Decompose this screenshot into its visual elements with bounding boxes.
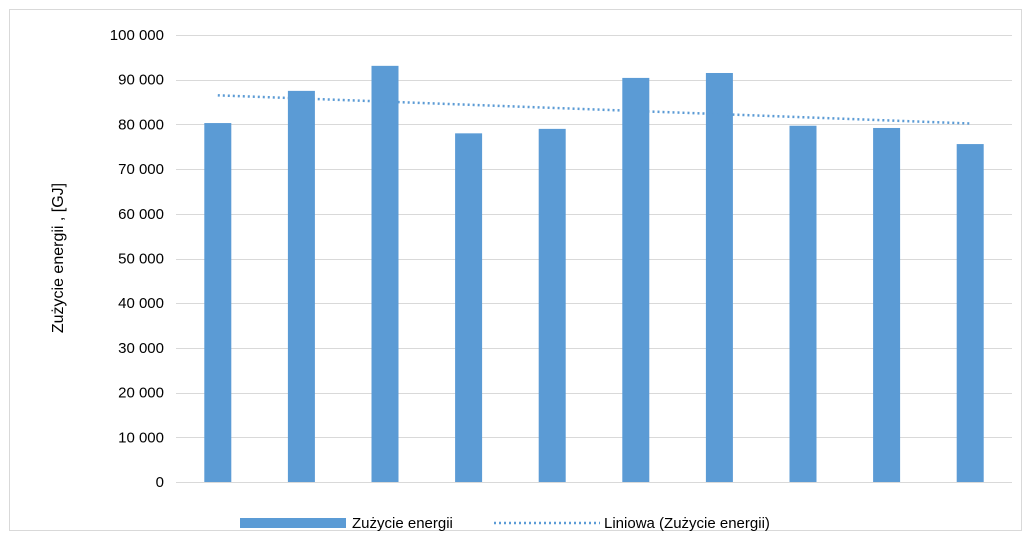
- bar: [789, 125, 817, 482]
- y-tick-label: 0: [156, 474, 164, 491]
- bar: [204, 123, 232, 483]
- y-tick-label: 40 000: [118, 295, 164, 312]
- y-tick-labels: 0 10 000 20 000 30 000 40 000 50 000 60 000 70 …: [110, 27, 164, 491]
- legend-trend-label: Liniowa (Zużycie energii): [604, 515, 770, 532]
- y-tick-label: 90 000: [118, 72, 164, 89]
- y-tick-label: 20 000: [118, 385, 164, 402]
- bar: [622, 77, 650, 483]
- bar: [873, 127, 901, 482]
- bar: [956, 144, 984, 482]
- legend-bar-swatch: [240, 518, 346, 528]
- legend: Zużycie energii Liniowa (Zużycie energii…: [240, 515, 770, 532]
- bar: [371, 65, 399, 482]
- bars: [204, 65, 984, 483]
- y-tick-label: 50 000: [118, 251, 164, 268]
- y-tick-label: 60 000: [118, 206, 164, 223]
- y-tick-label: 70 000: [118, 161, 164, 178]
- bar: [538, 128, 566, 482]
- y-axis-title: Zużycie energii , [GJ]: [50, 183, 67, 333]
- y-tick-label: 30 000: [118, 340, 164, 357]
- trendline: [217, 94, 971, 125]
- bar: [287, 90, 315, 482]
- y-tick-label: 80 000: [118, 116, 164, 133]
- chart-frame: [9, 9, 1022, 531]
- bar: [455, 133, 483, 482]
- y-tick-label: 10 000: [118, 429, 164, 446]
- bar: [705, 72, 733, 483]
- y-tick-label: 100 000: [110, 27, 164, 44]
- gridlines: [176, 35, 1012, 483]
- trendline-path: [217, 94, 971, 125]
- legend-bar-label: Zużycie energii: [352, 515, 453, 532]
